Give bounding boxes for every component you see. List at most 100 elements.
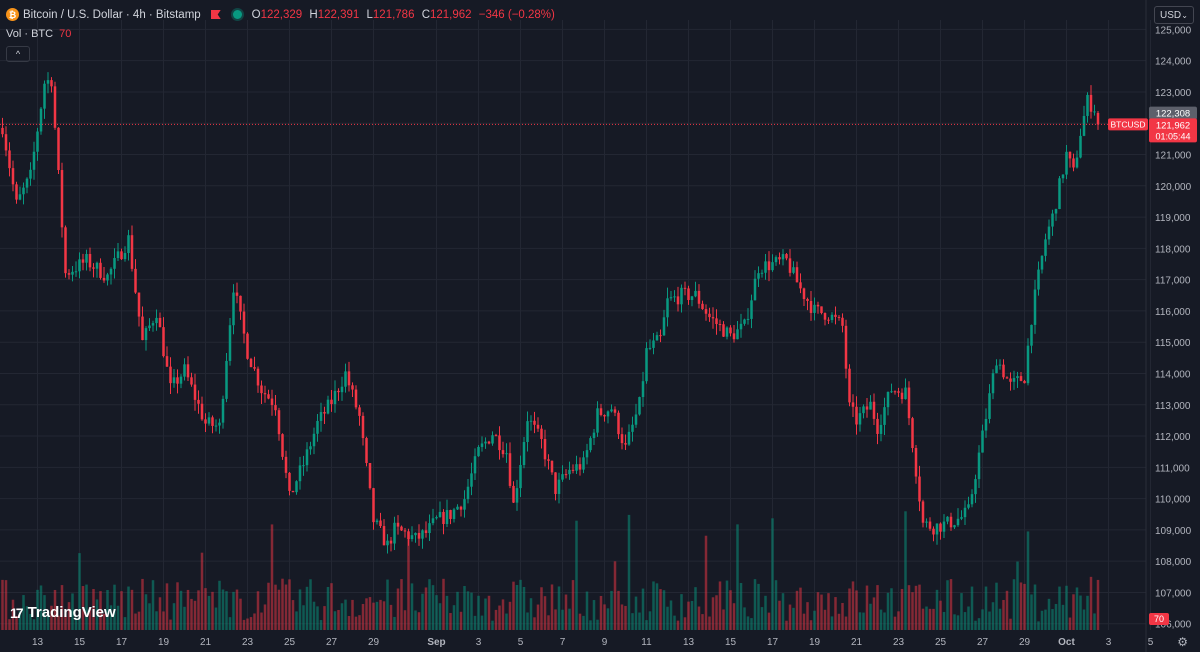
candle-body (970, 494, 974, 505)
candle-body (760, 272, 764, 274)
candle-body (820, 306, 823, 314)
volume-bar (137, 611, 141, 630)
candle-body (92, 267, 95, 269)
candle-body (564, 474, 568, 476)
currency-selector[interactable]: USD ⌄ (1154, 6, 1194, 24)
candle-body (687, 288, 690, 301)
volume-bar (368, 597, 372, 630)
flag-icon[interactable] (210, 10, 221, 19)
candle-body (802, 288, 806, 300)
candle-body (144, 328, 148, 341)
candle-body (365, 438, 368, 463)
volume-bar (855, 590, 858, 630)
candle-body (113, 257, 116, 269)
volume-bar (11, 599, 15, 630)
candle-body (1051, 213, 1054, 227)
volume-bar (718, 581, 722, 630)
time-tick-label: 27 (977, 637, 989, 648)
volume-bar (295, 611, 298, 630)
candle-body (137, 292, 141, 317)
volume-bar (666, 606, 669, 630)
price-tick-label: 121,000 (1155, 151, 1192, 162)
time-tick-label: 29 (368, 637, 380, 648)
candle-body (631, 424, 634, 432)
volume-bar (225, 591, 228, 630)
candle-body (722, 324, 725, 337)
time-tick-label: 21 (851, 637, 863, 648)
candle-body (529, 420, 533, 422)
volume-bar (547, 615, 550, 630)
candle-body (827, 319, 830, 321)
candle-body (179, 376, 183, 384)
volume-bar (561, 609, 564, 630)
candle-body (781, 254, 785, 260)
volume-bar (823, 609, 827, 630)
time-tick-label: 15 (74, 637, 86, 648)
volume-bar (1096, 579, 1100, 630)
volume-bar (946, 580, 949, 630)
volume-bar (620, 604, 624, 630)
candle-body (351, 385, 354, 390)
time-axis[interactable]: 13 15 17 19 21 23 25 27 29 Sep 3 5 7 9 11 13 15 17 19 21 23 2… (32, 637, 1154, 648)
countdown-label: 01:05:44 (1155, 131, 1190, 141)
candle-body (575, 464, 578, 471)
volume-bar (935, 589, 939, 630)
volume-bar (260, 612, 263, 630)
last-price-label: 121,962 (1156, 120, 1190, 131)
volume-bar (701, 614, 704, 630)
time-tick-label: Oct (1058, 637, 1075, 648)
price-tick-label: 125,000 (1155, 25, 1192, 36)
candle-body (571, 469, 575, 471)
volume-bar (960, 593, 963, 630)
volume-bar (263, 604, 267, 630)
volume-bar (694, 587, 697, 630)
chart-legend-header: ₿ Bitcoin / U.S. Dollar · 4h · Bitstamp … (6, 8, 559, 21)
volume-bar (883, 612, 886, 630)
tradingview-logo[interactable]: 17 TradingView (10, 604, 116, 621)
volume-bar (795, 590, 799, 630)
volume-bar (918, 584, 921, 630)
volume-bar (949, 579, 953, 630)
time-tick-label: 17 (767, 637, 779, 648)
volume-bar (921, 608, 925, 630)
candle-body (617, 412, 620, 435)
currency-value: USD (1160, 10, 1182, 21)
candle-body (764, 261, 767, 273)
volume-bar (298, 589, 302, 630)
volume-bar (778, 600, 781, 630)
candle-body (501, 450, 505, 455)
volume-bar (1019, 582, 1023, 630)
settings-gear-icon[interactable]: ⚙ (1177, 635, 1188, 649)
volume-bar (690, 600, 694, 630)
volume-bar (827, 593, 830, 630)
candle-body (1089, 94, 1093, 112)
candle-body (305, 449, 309, 466)
collapse-legend-button[interactable]: ^ (6, 46, 30, 62)
volume-bar (99, 591, 102, 630)
candle-body (942, 521, 946, 532)
volume-bar (1093, 613, 1096, 630)
volume-bar (939, 600, 942, 630)
symbol-title[interactable]: Bitcoin / U.S. Dollar · 4h · Bitstamp (23, 8, 201, 21)
volume-bar (907, 585, 911, 630)
volume-bar (123, 617, 127, 630)
volume-bar (438, 603, 442, 630)
candle-body (295, 481, 298, 493)
volume-value: 70 (59, 28, 72, 40)
time-tick-label: 15 (725, 637, 737, 648)
volume-bar (92, 589, 95, 630)
candle-body (186, 364, 190, 378)
candle-body (883, 407, 886, 425)
ohlc-values: O122,329 H122,391 L121,786 C121,962 −346… (252, 9, 559, 21)
time-tick-label: 25 (284, 637, 296, 648)
candle-body (477, 446, 480, 457)
volume-badge (1149, 613, 1169, 625)
candle-body (207, 417, 211, 424)
volume-bar (687, 601, 690, 630)
candlesticks[interactable] (1, 72, 1100, 554)
candle-body (253, 367, 256, 369)
candle-body (78, 259, 81, 272)
candle-body (221, 398, 225, 423)
